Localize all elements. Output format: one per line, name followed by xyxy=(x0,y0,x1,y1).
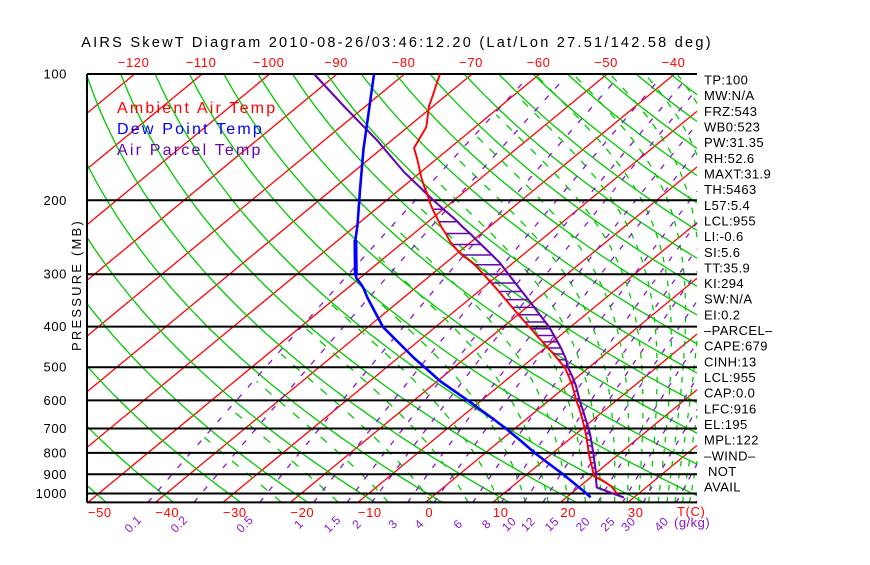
svg-text:–PARCEL–: –PARCEL– xyxy=(704,323,773,338)
svg-text:−40: −40 xyxy=(662,55,686,70)
svg-text:RH:52.6: RH:52.6 xyxy=(704,151,755,166)
svg-text:−60: −60 xyxy=(527,55,551,70)
svg-text:800: 800 xyxy=(44,445,68,460)
svg-text:0: 0 xyxy=(425,505,433,520)
svg-text:LCL:955: LCL:955 xyxy=(704,213,756,228)
svg-text:MPL:122: MPL:122 xyxy=(704,433,759,448)
svg-text:100: 100 xyxy=(44,67,68,82)
svg-text:10: 10 xyxy=(493,505,509,520)
svg-text:CAPE:679: CAPE:679 xyxy=(704,339,768,354)
svg-text:Ambient Air Temp: Ambient Air Temp xyxy=(117,100,277,117)
svg-text:−40: −40 xyxy=(155,505,179,520)
svg-text:300: 300 xyxy=(44,267,68,282)
svg-text:WB0:523: WB0:523 xyxy=(704,120,760,135)
svg-text:CAP:0.0: CAP:0.0 xyxy=(704,386,755,401)
svg-text:LI:-0.6: LI:-0.6 xyxy=(704,229,744,244)
svg-text:TT:35.9: TT:35.9 xyxy=(704,260,750,275)
svg-text:1000: 1000 xyxy=(36,486,67,501)
svg-text:500: 500 xyxy=(44,360,68,375)
svg-text:−100: −100 xyxy=(253,55,285,70)
svg-text:AVAIL: AVAIL xyxy=(704,480,741,495)
svg-text:AIRS SkewT Diagram 2010-08-26/: AIRS SkewT Diagram 2010-08-26/03:46:12.2… xyxy=(81,35,713,51)
svg-text:TH:5463: TH:5463 xyxy=(704,182,757,197)
svg-text:−110: −110 xyxy=(186,55,217,70)
svg-text:30: 30 xyxy=(628,505,644,520)
svg-text:600: 600 xyxy=(44,393,68,408)
svg-text:Dew Point Temp: Dew Point Temp xyxy=(117,121,264,138)
svg-text:900: 900 xyxy=(44,467,68,482)
svg-text:−80: −80 xyxy=(392,55,416,70)
svg-text:FRZ:543: FRZ:543 xyxy=(704,104,757,119)
svg-text:−90: −90 xyxy=(324,55,348,70)
svg-text:−20: −20 xyxy=(290,505,314,520)
svg-text:L57:5.4: L57:5.4 xyxy=(704,198,750,213)
svg-text:−50: −50 xyxy=(594,55,618,70)
svg-text:EI:0.2: EI:0.2 xyxy=(704,307,740,322)
svg-text:PRESSURE (MB): PRESSURE (MB) xyxy=(69,219,84,351)
svg-text:LCL:955: LCL:955 xyxy=(704,370,756,385)
svg-text:MAXT:31.9: MAXT:31.9 xyxy=(704,167,771,182)
svg-text:MW:N/A: MW:N/A xyxy=(704,88,755,103)
svg-text:EL:195: EL:195 xyxy=(704,417,748,432)
svg-text:700: 700 xyxy=(44,421,68,436)
svg-text:SW:N/A: SW:N/A xyxy=(704,292,752,307)
svg-text:(g/kg): (g/kg) xyxy=(674,515,710,530)
svg-text:−50: −50 xyxy=(88,505,112,520)
svg-text:−10: −10 xyxy=(358,505,382,520)
svg-text:−70: −70 xyxy=(459,55,483,70)
svg-text:CINH:13: CINH:13 xyxy=(704,354,757,369)
svg-text:Air Parcel Temp: Air Parcel Temp xyxy=(117,142,263,159)
svg-text:–WIND–: –WIND– xyxy=(704,448,756,463)
svg-text:KI:294: KI:294 xyxy=(704,276,744,291)
svg-text:PW:31.35: PW:31.35 xyxy=(704,135,764,150)
svg-text:20: 20 xyxy=(560,505,576,520)
svg-text:200: 200 xyxy=(44,193,68,208)
svg-text:SI:5.6: SI:5.6 xyxy=(704,245,740,260)
svg-text:400: 400 xyxy=(44,319,68,334)
svg-text:NOT: NOT xyxy=(708,464,737,479)
svg-text:LFC:916: LFC:916 xyxy=(704,401,757,416)
svg-text:−30: −30 xyxy=(223,505,247,520)
svg-text:T(C): T(C) xyxy=(677,504,705,519)
svg-text:TP:100: TP:100 xyxy=(704,73,748,88)
svg-text:−120: −120 xyxy=(118,55,150,70)
